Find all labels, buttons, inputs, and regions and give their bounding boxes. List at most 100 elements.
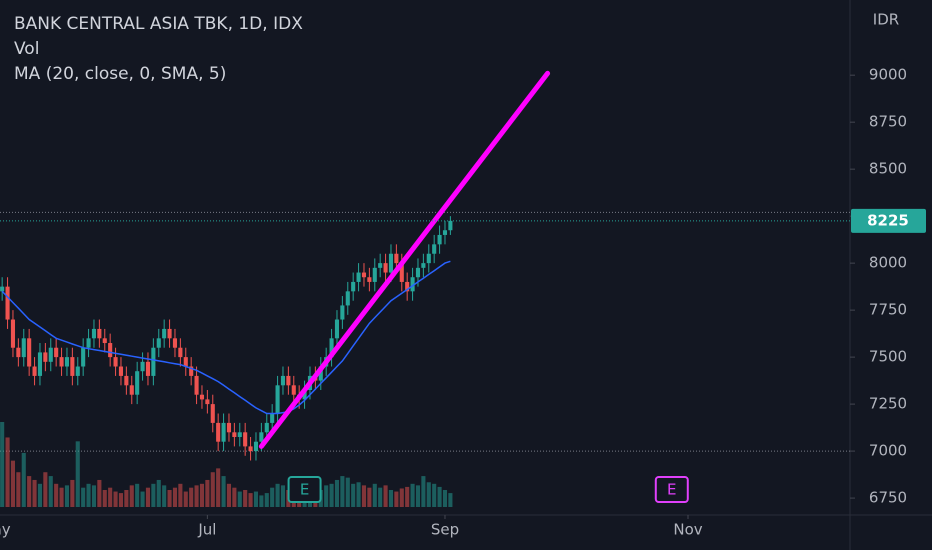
candle-body — [270, 413, 275, 423]
candle-body — [421, 263, 426, 268]
candle-body — [54, 347, 59, 358]
volume-bar — [16, 472, 21, 507]
volume-bar — [135, 483, 140, 507]
candle-body — [394, 253, 399, 264]
volume-bar — [243, 490, 248, 507]
volume-bar — [21, 452, 26, 507]
event-marker — [654, 476, 689, 503]
x-tick-label: Jul — [197, 521, 216, 539]
volume-bar — [399, 488, 404, 507]
x-tick-label: May — [0, 521, 11, 539]
volume-bar — [75, 441, 80, 507]
currency-label: IDR — [873, 11, 899, 29]
volume-bar — [108, 487, 113, 507]
volume-bar — [210, 472, 215, 507]
candle-body — [361, 272, 367, 278]
candle-body — [291, 385, 296, 395]
volume-bar — [270, 487, 275, 507]
volume-bar — [91, 485, 97, 507]
volume-bar — [102, 490, 107, 507]
volume-bar — [421, 476, 426, 507]
candle-body — [81, 347, 86, 367]
volume-bar — [372, 483, 377, 507]
x-tick-label: Sep — [431, 521, 459, 539]
candle-body — [135, 371, 140, 395]
candle-body — [59, 357, 64, 367]
volume-bar — [37, 483, 43, 507]
candle-body — [151, 347, 156, 376]
candle-body — [334, 319, 340, 339]
candle-body — [156, 338, 161, 348]
volume-bar — [118, 493, 124, 507]
candle-body — [378, 263, 383, 268]
candle-body — [37, 352, 43, 376]
volume-bar — [221, 476, 226, 507]
volume-bar — [151, 483, 156, 507]
volume-bar — [232, 487, 237, 507]
volume-bar — [383, 485, 388, 507]
volume-bar — [448, 493, 453, 507]
volume-bar — [162, 485, 167, 507]
volume-bar — [194, 485, 199, 507]
candle-body — [32, 366, 37, 376]
volume-bar — [183, 491, 188, 507]
trend-line — [258, 70, 551, 449]
candle-body — [415, 267, 421, 278]
volume-bar — [275, 483, 280, 507]
chart-title: BANK CENTRAL ASIA TBK, 1D, IDX — [14, 14, 303, 34]
volume-bar — [86, 483, 91, 507]
candle-body — [259, 432, 264, 442]
volume-bar — [415, 485, 421, 507]
y-tick-label: 8500 — [869, 160, 907, 178]
volume-bar — [59, 487, 64, 507]
candle-body — [189, 366, 194, 376]
volume-bar — [426, 482, 431, 507]
candle-body — [410, 277, 415, 292]
volume-bar — [216, 468, 221, 507]
candle-body — [405, 281, 410, 292]
y-tick-label: 8750 — [869, 113, 907, 131]
volume-bar — [345, 477, 350, 507]
volume-bar — [437, 486, 442, 507]
volume-bar — [54, 483, 59, 507]
indicator-label: Vol — [14, 39, 39, 59]
volume-bar — [70, 479, 75, 507]
volume-bar — [205, 479, 210, 507]
volume-bar — [189, 487, 194, 507]
candle-body — [199, 394, 205, 400]
candle-body — [129, 385, 134, 395]
x-tick-label: Nov — [673, 521, 702, 539]
y-tick-label: 9000 — [869, 66, 907, 84]
volume-bar — [226, 483, 232, 507]
last-price-label: 8225 — [867, 211, 909, 229]
candle-body — [437, 234, 442, 245]
candle-body — [194, 375, 199, 395]
candle-body — [21, 338, 26, 358]
volume-bar — [442, 490, 448, 507]
volume-bar — [259, 495, 264, 507]
candle-body — [302, 390, 307, 400]
volume-bar — [113, 491, 118, 507]
candle-body — [232, 432, 237, 437]
candle-body — [388, 253, 394, 273]
candle-body — [118, 366, 124, 376]
candle-body — [0, 286, 5, 292]
candle-body — [345, 291, 350, 306]
volume-bar — [167, 490, 172, 507]
volume-bar — [367, 487, 372, 507]
volume-bar — [172, 487, 178, 507]
y-tick-label: 7750 — [869, 301, 907, 319]
volume-bar — [378, 487, 383, 507]
candle-body — [243, 432, 248, 447]
candle-body — [48, 347, 53, 362]
volume-bar — [5, 437, 10, 507]
volume-bar — [64, 485, 70, 507]
volume-bar — [248, 493, 253, 507]
volume-bar — [351, 483, 356, 507]
volume-bar — [280, 485, 286, 507]
candle-body — [329, 338, 334, 358]
volume-bar — [394, 491, 399, 507]
candle-body — [248, 446, 253, 452]
